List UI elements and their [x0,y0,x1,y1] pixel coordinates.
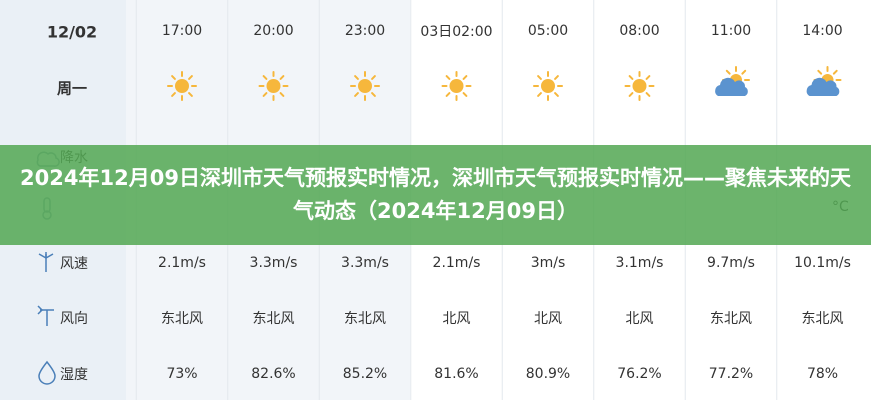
sun-ray [725,69,731,75]
sun-ray [279,75,285,80]
humidity: 82.6% [251,366,296,382]
humidity: 78% [806,366,839,382]
wind-dir: 东北风 [161,311,203,327]
time: 20:00 [253,23,294,39]
wind-dir-icon [37,305,54,326]
time: 17:00 [161,23,203,39]
time: 23:00 [344,23,386,39]
humidity: 77.2% [708,366,754,382]
weather-icon [258,71,289,101]
humidity: 73% [166,366,198,382]
sun-ray [445,75,451,80]
sun-ray [188,75,193,80]
wind-speed: 2.1m/s [158,255,206,271]
weather-icon [167,71,197,101]
time: 08:00 [619,23,660,39]
sun-ray [171,92,176,97]
sun-ray [817,69,823,75]
humidity: 76.2% [617,366,662,382]
wind-speed: 3m/s [530,255,566,271]
wind-speed: 10.1m/s [794,255,851,271]
sun-disc [632,79,647,93]
wind-speed: 9.7m/s [707,255,755,271]
humidity-icon [38,360,56,385]
weather-icon [715,66,750,96]
wind-dir: 东北风 [344,311,386,327]
sun-ray [462,92,468,97]
date: 12/02 [46,22,98,42]
row-label: 风向 [60,311,88,327]
time: 05:00 [527,23,569,39]
row-label: 风速 [60,256,88,272]
wind-dir: 北风 [625,311,654,327]
wind-speed: 3.3m/s [249,255,298,271]
weather-icon [624,71,655,101]
sun-disc [175,79,189,93]
wind-speed: 2.1m/s [432,255,481,271]
sun-ray [354,92,359,97]
sun-ray [628,75,634,80]
sun-ray [537,75,542,80]
wind-dir: 东北风 [710,311,752,327]
wind-speed: 3.1m/s [615,255,664,271]
wind-speed-icon [38,252,54,272]
cloud [715,77,748,96]
sun-ray [741,69,747,75]
sun-ray [628,92,634,97]
sun-ray [462,75,468,80]
sun-disc [266,79,281,93]
sun-ray [554,92,559,97]
sun-ray [371,75,376,80]
sun-ray [832,69,838,75]
weekday: 周一 [56,79,88,98]
sun-disc [541,79,555,93]
wind-speed: 3.3m/s [341,255,389,271]
time: 14:00 [802,23,843,39]
time: 11:00 [710,23,752,39]
sun-ray [262,75,268,80]
sun-ray [279,92,285,97]
sun-disc [358,79,372,93]
sun-ray [354,75,359,80]
sun-ray [554,75,559,80]
sun-ray [188,92,193,97]
title-banner: 2024年12月09日深圳市天气预报实时情况，深圳市天气预报实时情况——聚焦未来… [0,145,871,245]
sun-ray [537,92,542,97]
sun-disc [449,79,464,93]
sun-ray [171,75,176,80]
wind-dir: 北风 [442,311,471,327]
row-label: 湿度 [60,367,88,383]
weather-icon [806,66,842,96]
weather-icon [441,71,472,101]
wind-dir: 东北风 [801,311,844,327]
humidity: 81.6% [434,366,479,382]
banner-title: 2024年12月09日深圳市天气预报实时情况，深圳市天气预报实时情况——聚焦未来… [20,166,851,223]
sun-ray [262,92,268,97]
sun-ray [445,92,451,97]
sun-ray [645,75,651,80]
sun-ray [371,92,376,97]
sun-ray [645,92,651,97]
weather-icon [350,71,380,101]
humidity: 80.9% [525,366,571,382]
wind-dir: 北风 [534,311,562,327]
cloud [806,77,840,96]
time: 03日02:00 [420,24,493,40]
weather-icon [533,71,563,101]
wind-dir: 东北风 [252,311,295,327]
humidity: 85.2% [342,366,388,382]
